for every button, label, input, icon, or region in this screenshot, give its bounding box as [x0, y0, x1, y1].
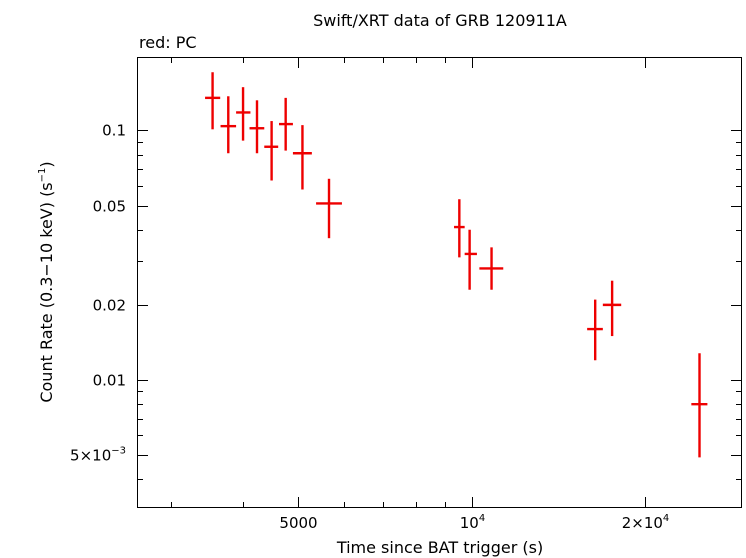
- major-ticks: [138, 58, 741, 507]
- x-tick-label-exponent: 4: [663, 513, 669, 524]
- y-tick-label: 5×10−3: [70, 446, 126, 465]
- data-point: [292, 125, 312, 190]
- data-point: [205, 72, 221, 130]
- y-tick-label-text: 5×10: [70, 447, 111, 465]
- y-axis-label-close: ): [37, 161, 56, 167]
- y-tick-label: 0.02: [93, 297, 126, 315]
- y-tick-labels: 0.1 0.05 0.02 0.01 5×10−3: [70, 122, 126, 465]
- data-point: [464, 229, 477, 290]
- x-tick-label: 2×104: [622, 513, 670, 532]
- x-tick-label-text: 5000: [279, 514, 317, 532]
- data-point: [479, 247, 504, 290]
- data-point: [264, 121, 279, 181]
- chart-subtitle: red: PC: [139, 33, 197, 52]
- y-tick-label-text: 0.1: [102, 122, 126, 140]
- y-tick-label-exponent: −3: [111, 446, 126, 457]
- data-point: [236, 87, 251, 141]
- data-point: [279, 97, 293, 151]
- y-axis-label-main: Count Rate (0.3−10 keV) (s: [37, 182, 56, 402]
- y-tick-label: 0.01: [93, 372, 126, 390]
- y-tick-label-text: 0.01: [93, 372, 126, 390]
- y-axis-label: Count Rate (0.3−10 keV) (s−1): [37, 161, 56, 402]
- plot-frame: [137, 57, 742, 508]
- x-tick-labels: 5000 104 2×104: [279, 513, 669, 532]
- data-point: [587, 299, 603, 361]
- data-point: [249, 100, 265, 154]
- y-tick-label: 0.1: [102, 122, 126, 140]
- x-tick-label: 5000: [279, 514, 317, 532]
- x-tick-label-text: 10: [460, 514, 479, 532]
- x-tick-label: 104: [460, 513, 485, 532]
- y-axis-label-exponent: −1: [37, 168, 48, 183]
- x-axis-label: Time since BAT trigger (s): [336, 538, 543, 557]
- minor-ticks: [138, 58, 741, 507]
- data-points: [205, 72, 708, 458]
- y-tick-label-text: 0.02: [93, 297, 126, 315]
- y-tick-label-text: 0.05: [93, 198, 126, 216]
- y-tick-label: 0.05: [93, 198, 126, 216]
- data-point: [220, 96, 237, 154]
- data-point: [602, 280, 622, 337]
- x-tick-label-exponent: 4: [479, 513, 485, 524]
- data-point: [454, 199, 465, 258]
- data-point: [316, 178, 342, 239]
- data-point: [691, 353, 708, 458]
- x-tick-label-text: 2×10: [622, 514, 663, 532]
- chart-title: Swift/XRT data of GRB 120911A: [313, 11, 567, 30]
